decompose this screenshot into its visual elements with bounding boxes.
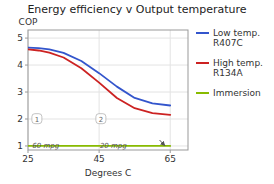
- tick: [25, 145, 28, 146]
- tick: [99, 150, 100, 153]
- tick-label: 2: [17, 114, 23, 124]
- grid-line: [28, 118, 188, 119]
- legend-swatch: [196, 62, 209, 64]
- annotation-box: [96, 114, 106, 124]
- title: Energy efficiency v Output temperature: [27, 3, 246, 16]
- axis-label: Degrees C: [85, 168, 132, 178]
- tick-label: 65: [164, 154, 175, 164]
- tick-label: 4: [17, 60, 23, 70]
- annotation-box: [32, 114, 42, 124]
- annotation-text: 2: [99, 116, 103, 124]
- legend-label: Low temp.R407C: [213, 28, 260, 48]
- tick: [25, 38, 28, 39]
- tick-label: 25: [22, 154, 33, 164]
- annotation: 60 mpg: [32, 142, 59, 150]
- grid-line: [28, 38, 188, 39]
- grid: [28, 30, 188, 150]
- tick-label: 5: [17, 33, 23, 43]
- legend-swatch: [196, 92, 209, 94]
- legend-label: Immersion: [213, 88, 261, 98]
- annotation-text: 60 mpg: [32, 142, 59, 150]
- chart: Energy efficiency v Output temperature 1 2…: [0, 0, 274, 184]
- annotation: 2: [96, 114, 106, 124]
- grid-line: [99, 30, 100, 150]
- legend: Low temp.R407C High temp.R134A Immersion: [196, 28, 263, 98]
- tick-label: 45: [93, 154, 104, 164]
- annotation: 20 mpg: [100, 142, 127, 150]
- axis-label: COP: [19, 17, 38, 27]
- grid-line: [170, 30, 171, 150]
- annotation: 1: [32, 114, 42, 124]
- lines: [28, 48, 170, 146]
- axes: 12345254565: [17, 33, 176, 164]
- line: [28, 49, 170, 115]
- tick: [170, 150, 171, 153]
- tick: [25, 118, 28, 119]
- annotation-text: 1: [35, 116, 39, 124]
- grid-line: [28, 92, 188, 93]
- legend-swatch: [196, 32, 209, 34]
- arrow: [160, 140, 165, 146]
- line: [28, 48, 170, 106]
- tick: [25, 92, 28, 93]
- tick-label: 3: [17, 87, 23, 97]
- tick-label: 1: [17, 141, 23, 151]
- plot-frame: [28, 30, 188, 150]
- annotation-text: 20 mpg: [100, 142, 127, 150]
- grid-line: [28, 65, 188, 66]
- legend-label: High temp.R134A: [213, 58, 263, 78]
- tick: [28, 150, 29, 153]
- tick: [25, 65, 28, 66]
